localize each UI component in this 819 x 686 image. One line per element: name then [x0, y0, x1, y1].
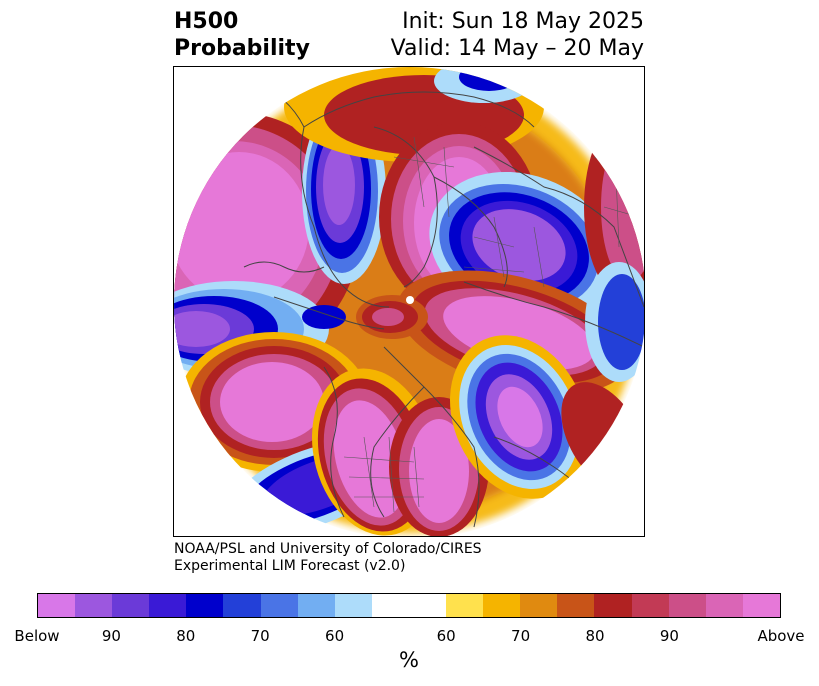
colorbar-tick-label: 90 [659, 627, 679, 645]
colorbar-segment [668, 594, 706, 617]
colorbar-tick-label: Above [757, 627, 805, 645]
colorbar-segment [631, 594, 669, 617]
colorbar-segment [186, 594, 224, 617]
colorbar-tick-label: 90 [101, 627, 121, 645]
credit-institutions: NOAA/PSL and University of Colorado/CIRE… [174, 541, 482, 557]
credit-model: Experimental LIM Forecast (v2.0) [174, 558, 406, 574]
colorbar-segment [742, 594, 780, 617]
anomaly-lobe-lower-right [450, 335, 588, 499]
title-line-quantity: Probability [174, 36, 310, 61]
valid-date-label: Valid: 14 May – 20 May [390, 36, 644, 61]
forecast-dates: Init: Sun 18 May 2025 Valid: 14 May – 20… [391, 8, 644, 62]
polar-map [173, 66, 645, 537]
anomaly-lobe-right-blue [585, 262, 644, 382]
polar-probability-map [174, 67, 644, 536]
attribution: NOAA/PSL and University of Colorado/CIRE… [174, 541, 482, 575]
colorbar-segment [371, 594, 447, 617]
title-line-variable: H500 [174, 9, 239, 34]
colorbar-segment [557, 594, 595, 617]
colorbar-segment [594, 594, 632, 617]
colorbar-tick-label: Below [14, 627, 60, 645]
colorbar-tick-label: 80 [176, 627, 196, 645]
colorbar-segment [705, 594, 743, 617]
probability-colorbar [37, 593, 781, 618]
colorbar-segment [75, 594, 113, 617]
colorbar-segment [260, 594, 298, 617]
colorbar-segment [297, 594, 335, 617]
colorbar-segment [446, 594, 484, 617]
colorbar-tick-label: 60 [325, 627, 345, 645]
pole-marker [406, 296, 414, 304]
anomaly-center-small [356, 295, 428, 339]
colorbar-segment [520, 594, 558, 617]
map-title: H500 Probability [174, 8, 310, 62]
colorbar-segment [223, 594, 261, 617]
colorbar-tick-label: 70 [511, 627, 531, 645]
coastlines [233, 76, 644, 528]
colorbar-tick-label: 70 [250, 627, 270, 645]
colorbar-segment [334, 594, 372, 617]
colorbar-tick-label: 60 [436, 627, 456, 645]
colorbar-segment [149, 594, 187, 617]
colorbar-segment [112, 594, 150, 617]
colorbar-segment [483, 594, 521, 617]
colorbar-unit-label: % [399, 648, 419, 672]
init-date-label: Init: Sun 18 May 2025 [402, 9, 644, 34]
colorbar-segment [38, 594, 76, 617]
colorbar-tick-label: 80 [585, 627, 605, 645]
